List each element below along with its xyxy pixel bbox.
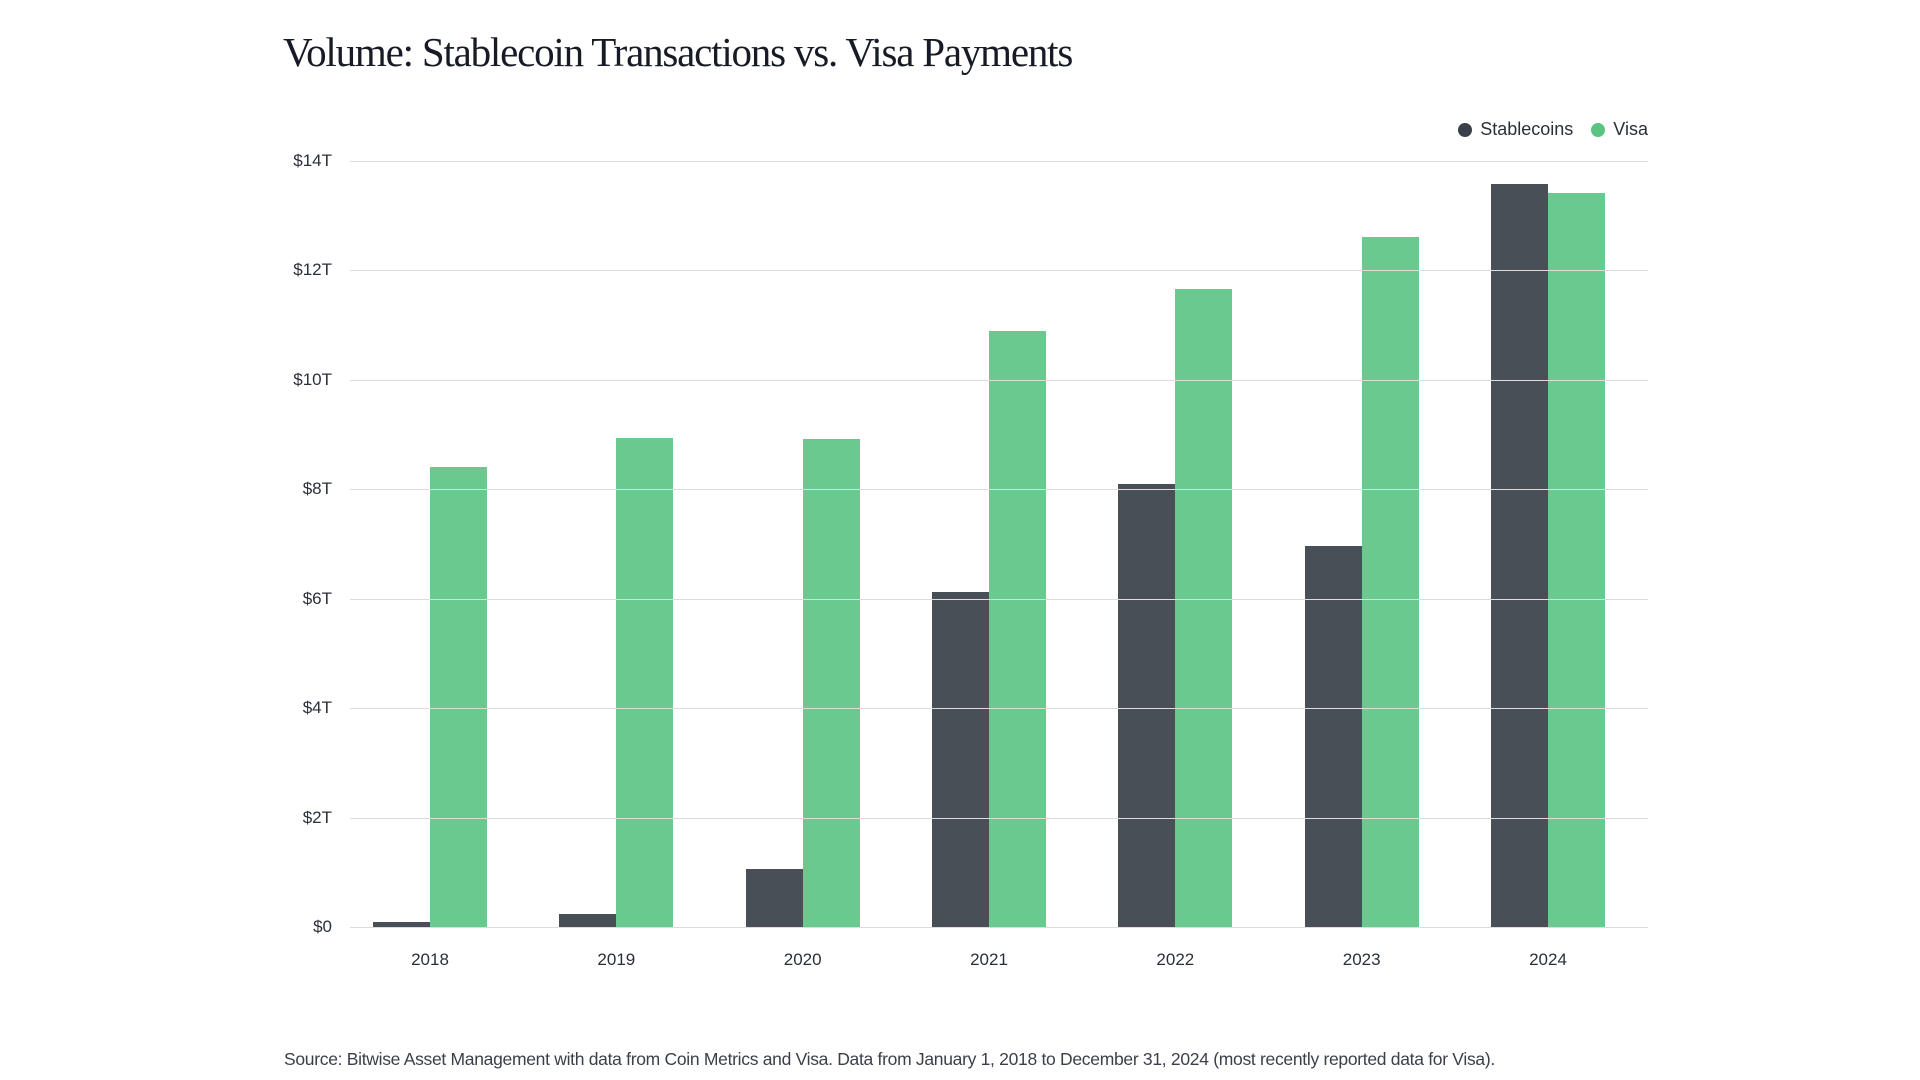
y-tick-label: $0 <box>313 917 332 936</box>
y-tick-label: $10T <box>293 369 332 389</box>
stablecoins-bar-2023 <box>1304 545 1362 927</box>
gridline <box>350 161 1648 162</box>
gridline <box>350 817 1648 819</box>
stablecoins-bar-2022 <box>1118 483 1176 927</box>
stablecoins-bar-2020 <box>745 869 803 927</box>
stablecoins-bar-2018 <box>373 921 430 927</box>
chart-title: Volume: Stablecoin Transactions vs. Visa… <box>283 29 1073 75</box>
gridline <box>350 708 1648 710</box>
legend-item-visa: Visa <box>1591 119 1648 140</box>
gridline <box>350 379 1648 381</box>
stablecoins-bar-2024 <box>1491 183 1548 927</box>
x-tick-label: 2024 <box>1529 950 1567 969</box>
y-tick-label: $2T <box>302 807 332 827</box>
legend-item-stablecoins: Stablecoins <box>1458 119 1573 140</box>
x-tick-label: 2018 <box>411 950 449 969</box>
visa-bar-2022 <box>1175 289 1233 927</box>
visa-bar-2019 <box>616 437 674 927</box>
y-tick-label: $6T <box>302 588 332 608</box>
x-tick-label: 2020 <box>783 950 822 969</box>
stablecoins-bar-2019 <box>559 913 617 927</box>
legend-label-stablecoins: Stablecoins <box>1480 119 1574 139</box>
x-tick-label: 2022 <box>1156 950 1195 969</box>
visa-dot-icon <box>1591 122 1606 137</box>
y-tick-label: $4T <box>302 698 332 718</box>
y-tick-label: $12T <box>293 260 332 280</box>
visa-bar-2024 <box>1548 192 1605 927</box>
gridline <box>350 598 1648 600</box>
stablecoins-bar-2021 <box>932 592 989 927</box>
x-tick-label: 2021 <box>970 950 1008 969</box>
plot-area: $0 $2T $4T $6T $8T $10T $12T $14T <box>293 151 1648 936</box>
source-note: Source: Bitwise Asset Management with da… <box>284 1049 1495 1069</box>
visa-bar-2020 <box>802 438 860 927</box>
x-tick-label: 2019 <box>597 950 636 969</box>
gridline <box>350 489 1648 491</box>
legend: Stablecoins Visa <box>1458 119 1648 140</box>
gridline <box>350 270 1648 272</box>
stablecoins-dot-icon <box>1458 122 1473 137</box>
gridline <box>350 927 1648 928</box>
visa-bar-2021 <box>989 330 1046 927</box>
legend-label-visa: Visa <box>1613 119 1648 139</box>
visa-bar-2018 <box>430 466 487 927</box>
y-tick-label: $8T <box>302 479 332 499</box>
y-tick-label: $14T <box>293 151 332 170</box>
x-tick-label: 2023 <box>1342 950 1381 969</box>
visa-bar-2023 <box>1361 237 1419 927</box>
